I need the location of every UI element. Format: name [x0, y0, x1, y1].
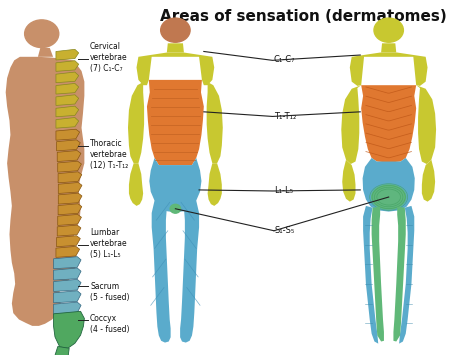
- Polygon shape: [363, 206, 378, 344]
- Polygon shape: [56, 129, 80, 140]
- Text: Lumbar
vertebrae
(5) L₁-L₅: Lumbar vertebrae (5) L₁-L₅: [90, 228, 128, 259]
- Text: Cervical
vertebrae
(7) C₁-C₇: Cervical vertebrae (7) C₁-C₇: [90, 42, 128, 73]
- Polygon shape: [137, 53, 214, 85]
- Polygon shape: [204, 80, 223, 163]
- Polygon shape: [56, 236, 80, 247]
- Polygon shape: [54, 311, 84, 348]
- Polygon shape: [54, 257, 81, 269]
- Polygon shape: [393, 207, 406, 342]
- Polygon shape: [56, 49, 79, 60]
- Text: S₁-S₅: S₁-S₅: [275, 226, 295, 235]
- Ellipse shape: [25, 20, 59, 48]
- Text: L₁-L₅: L₁-L₅: [274, 186, 293, 196]
- Polygon shape: [56, 72, 79, 83]
- Polygon shape: [54, 268, 81, 280]
- Polygon shape: [56, 246, 80, 257]
- Polygon shape: [56, 83, 79, 94]
- Polygon shape: [54, 302, 81, 314]
- Ellipse shape: [170, 204, 181, 213]
- Polygon shape: [58, 172, 82, 183]
- Polygon shape: [149, 158, 201, 212]
- Polygon shape: [361, 85, 416, 163]
- Polygon shape: [180, 201, 199, 343]
- Text: Areas of sensation (dermatomes): Areas of sensation (dermatomes): [160, 9, 447, 24]
- Polygon shape: [6, 57, 84, 326]
- Polygon shape: [56, 118, 79, 128]
- Polygon shape: [152, 201, 171, 343]
- Polygon shape: [363, 158, 415, 212]
- Polygon shape: [58, 161, 82, 172]
- Polygon shape: [128, 80, 147, 163]
- Polygon shape: [38, 48, 53, 57]
- Polygon shape: [350, 53, 428, 86]
- Polygon shape: [56, 95, 79, 105]
- Polygon shape: [56, 140, 80, 151]
- Polygon shape: [416, 85, 436, 164]
- Polygon shape: [372, 207, 384, 342]
- Polygon shape: [58, 182, 82, 193]
- Polygon shape: [56, 106, 79, 117]
- Polygon shape: [167, 43, 184, 53]
- Ellipse shape: [161, 18, 190, 42]
- Polygon shape: [58, 193, 82, 204]
- Polygon shape: [55, 346, 69, 355]
- Text: Coccyx
(4 - fused): Coccyx (4 - fused): [90, 314, 129, 334]
- Polygon shape: [341, 85, 361, 164]
- Polygon shape: [422, 160, 435, 202]
- Polygon shape: [54, 291, 81, 303]
- Polygon shape: [57, 151, 81, 162]
- Ellipse shape: [374, 18, 403, 42]
- Polygon shape: [399, 206, 414, 344]
- Polygon shape: [57, 225, 81, 236]
- Polygon shape: [381, 43, 396, 53]
- Polygon shape: [56, 61, 79, 71]
- Polygon shape: [147, 80, 204, 165]
- Polygon shape: [58, 214, 82, 225]
- Text: C₁-C₇: C₁-C₇: [274, 55, 295, 64]
- Text: T₁-T₁₂: T₁-T₁₂: [274, 111, 296, 121]
- Polygon shape: [129, 163, 143, 206]
- Polygon shape: [208, 163, 222, 206]
- Text: Sacrum
(5 - fused): Sacrum (5 - fused): [90, 282, 129, 302]
- Text: Thoracic
vertebrae
(12) T₁-T₁₂: Thoracic vertebrae (12) T₁-T₁₂: [90, 139, 128, 170]
- Ellipse shape: [372, 185, 406, 209]
- Polygon shape: [54, 279, 81, 291]
- Polygon shape: [342, 160, 356, 202]
- Polygon shape: [58, 204, 82, 215]
- Ellipse shape: [15, 98, 41, 115]
